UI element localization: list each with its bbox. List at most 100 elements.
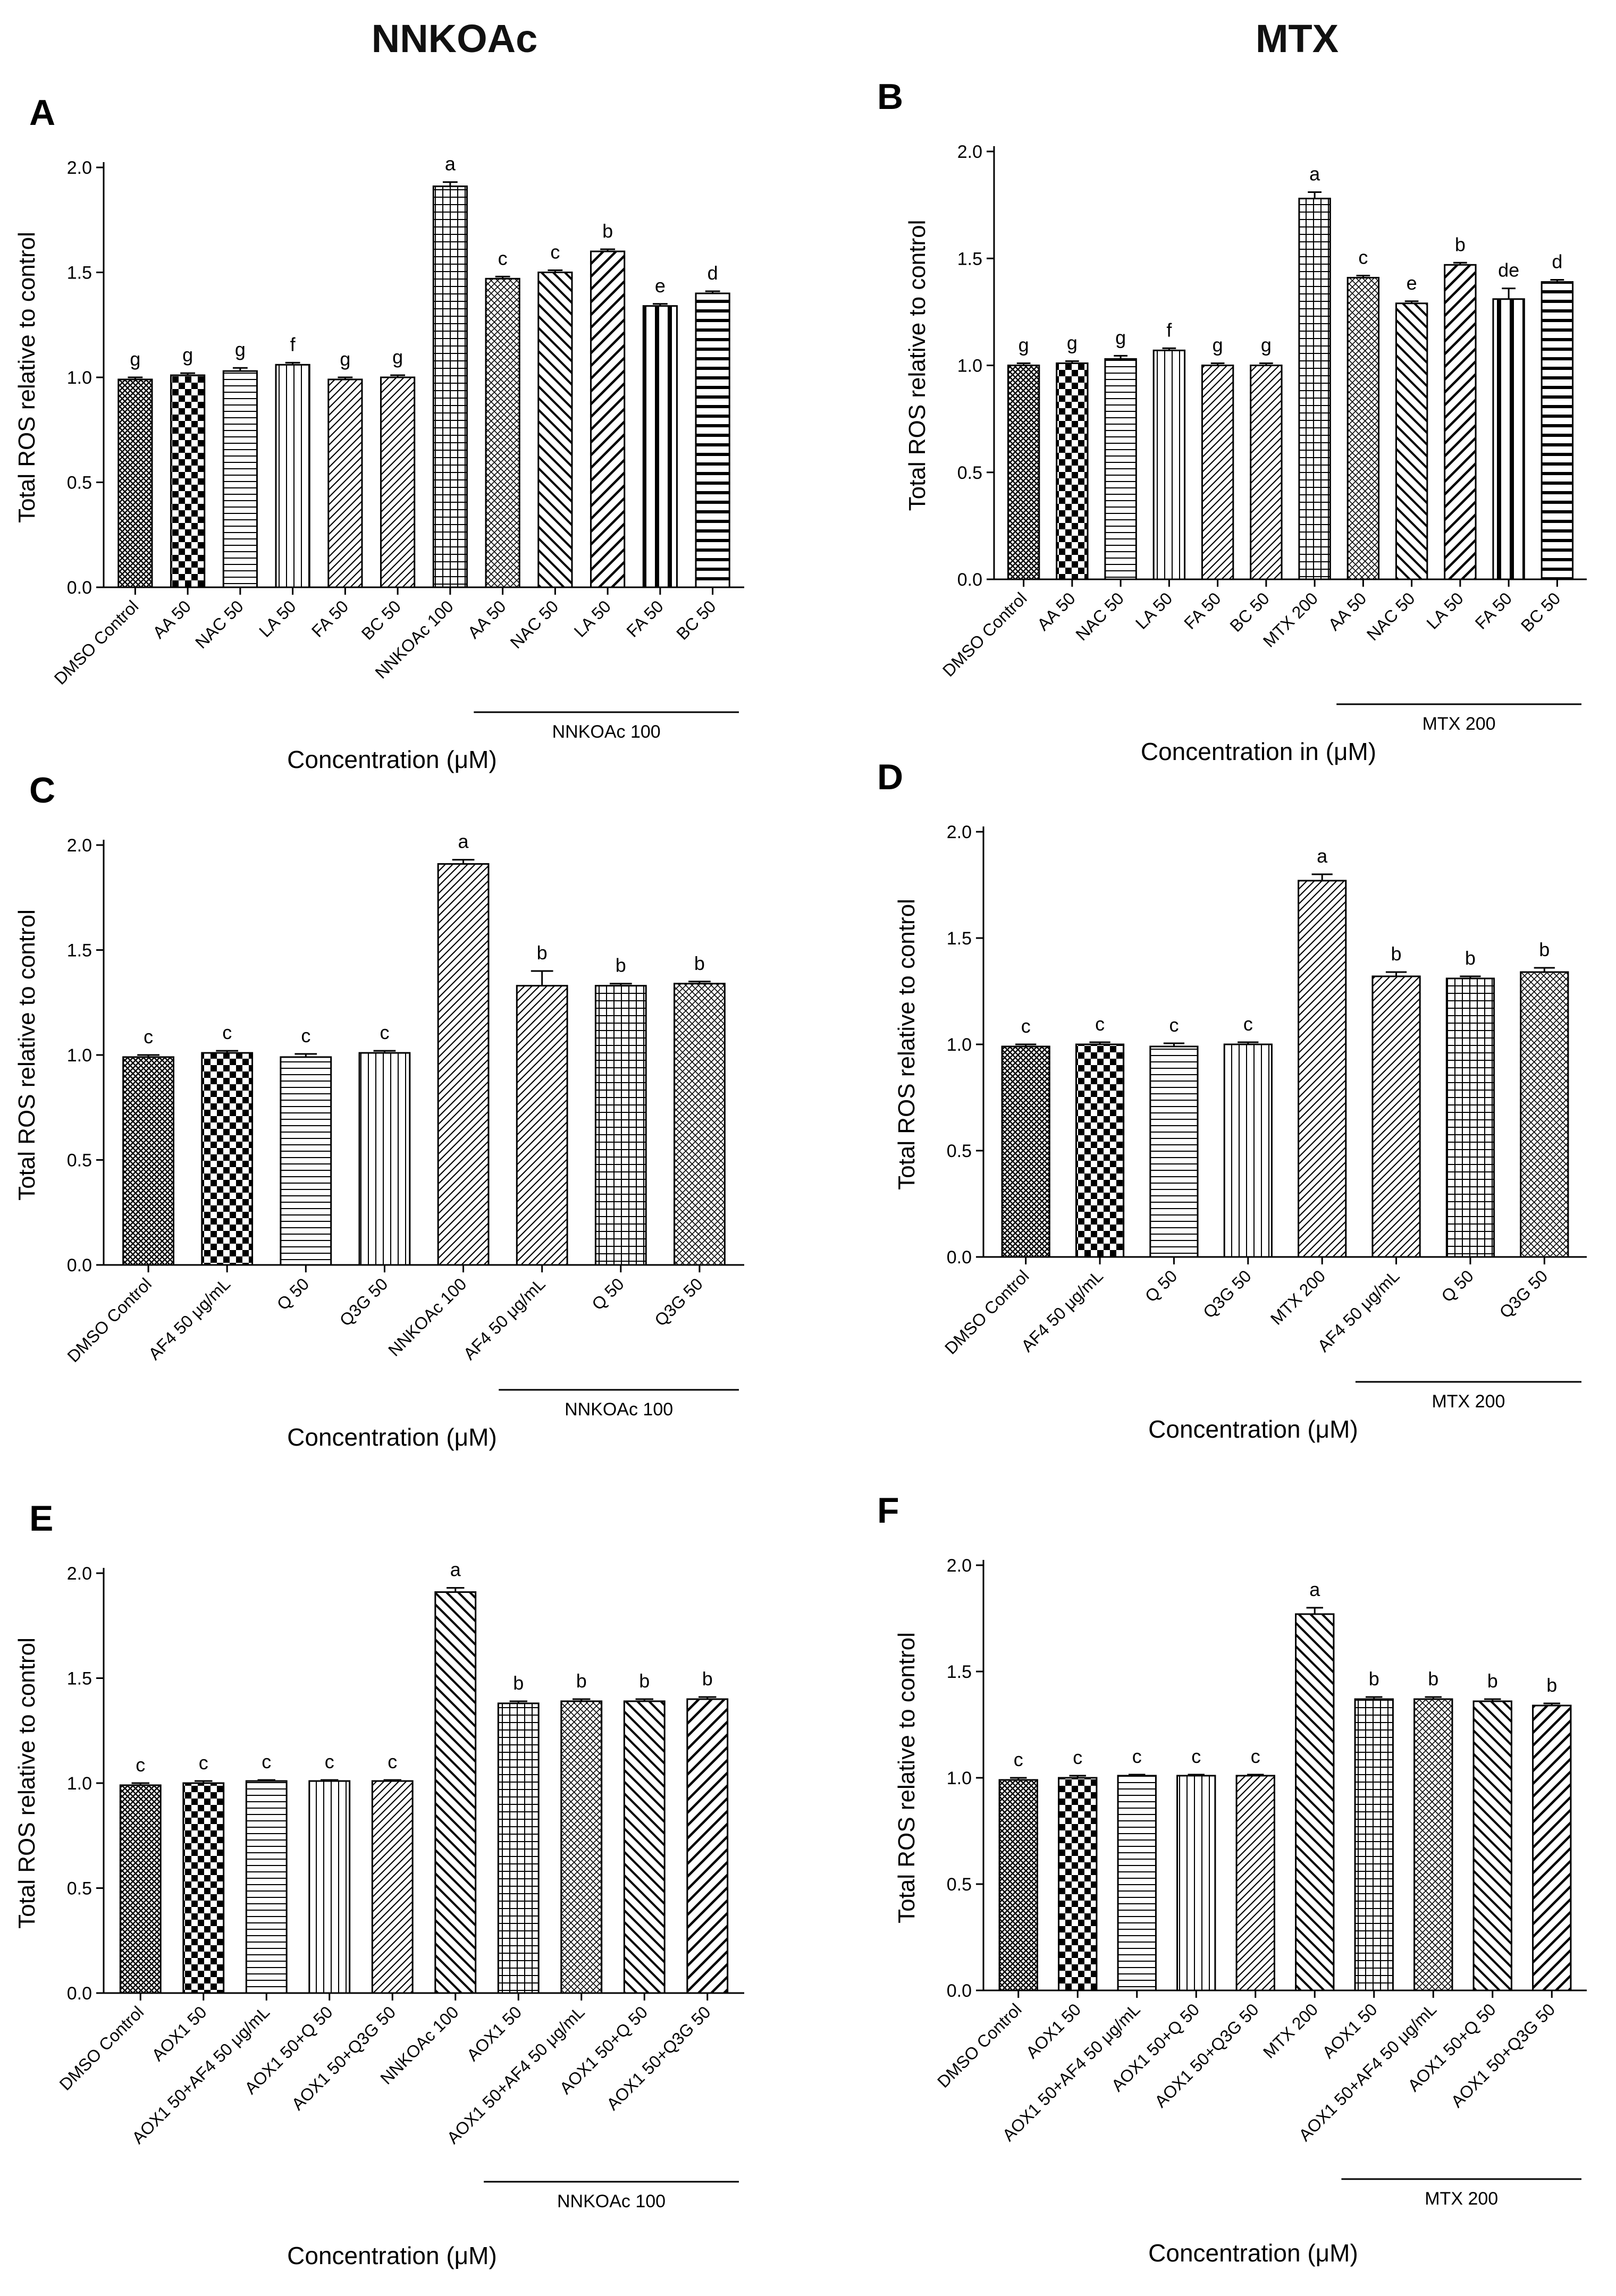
significance-label: b	[639, 1670, 650, 1692]
group-label: MTX 200	[1425, 2189, 1498, 2209]
significance-label: d	[1552, 251, 1562, 273]
bar	[642, 305, 678, 588]
significance-label: de	[1498, 259, 1519, 281]
bar	[686, 1698, 729, 1994]
significance-label: g	[340, 348, 350, 370]
group-label: NNKOAc 100	[557, 2191, 666, 2211]
x-tick-label: Q3G 50	[651, 1274, 706, 1330]
y-tick-label: 2.0	[67, 1564, 92, 1584]
significance-label: d	[708, 262, 718, 284]
charts-layer: A 0.0 0.5 1.0 1.5 2.0 Total ROS relative to co…	[14, 77, 1587, 2269]
x-tick-label: BC 50	[1226, 588, 1273, 635]
significance-label: c	[1132, 1745, 1142, 1767]
panel-letter: D	[877, 757, 903, 797]
group-label: NNKOAc 100	[552, 722, 661, 742]
significance-label: c	[136, 1754, 145, 1776]
y-tick-label: 0.0	[67, 578, 92, 598]
y-tick-label: 2.0	[957, 142, 982, 162]
y-tick-label: 1.0	[947, 1768, 972, 1788]
significance-label: b	[702, 1668, 713, 1690]
bar	[380, 376, 416, 588]
bar	[1520, 971, 1569, 1258]
significance-label: c	[550, 241, 560, 263]
bar	[485, 277, 520, 588]
x-tick-label: LA 50	[1423, 588, 1467, 632]
x-tick-label: Q3G 50	[1199, 1266, 1255, 1322]
x-tick-label: FA 50	[1180, 588, 1224, 632]
bar	[1007, 365, 1040, 580]
significance-label: b	[576, 1670, 587, 1692]
y-tick-label: 0.5	[67, 1151, 92, 1171]
x-tick-label: FA 50	[1471, 588, 1516, 632]
bar	[1541, 281, 1574, 580]
bar	[432, 185, 468, 588]
x-tick-label: AOX1 50	[148, 2002, 210, 2064]
bar	[674, 983, 726, 1266]
y-tick-label: 0.5	[67, 473, 92, 493]
significance-label: c	[325, 1751, 334, 1772]
significance-label: b	[537, 942, 548, 964]
significance-label: c	[1243, 1013, 1253, 1035]
bar	[327, 378, 363, 588]
significance-label: g	[130, 348, 140, 370]
bar	[516, 985, 568, 1266]
bar	[1346, 276, 1380, 580]
significance-label: b	[1369, 1668, 1379, 1690]
y-tick-label: 1.0	[947, 1035, 972, 1055]
significance-label: a	[450, 1559, 461, 1581]
significance-label: g	[1213, 334, 1223, 356]
bar	[1117, 1775, 1157, 1991]
group-label: MTX 200	[1423, 714, 1496, 734]
x-tick-label: BC 50	[672, 596, 719, 643]
significance-label: b	[513, 1672, 524, 1694]
y-axis-label: Total ROS relative to control	[904, 220, 930, 511]
bar	[1445, 977, 1495, 1258]
bar	[1104, 358, 1137, 580]
panel-letter: F	[877, 1490, 899, 1531]
y-tick-label: 2.0	[947, 822, 972, 842]
y-tick-label: 0.0	[67, 1983, 92, 2004]
significance-label: g	[1067, 332, 1078, 353]
x-tick-label: MTX 200	[1259, 1999, 1322, 2062]
x-tick-label: BC 50	[358, 596, 405, 643]
x-tick-label: NAC 50	[191, 596, 247, 652]
significance-label: c	[1014, 1749, 1023, 1770]
y-tick-label: 1.0	[67, 368, 92, 388]
x-tick-label: AOX1 50	[1318, 1999, 1381, 2062]
x-tick-label: AOX1 50+Q3G 50	[288, 2002, 399, 2114]
bar	[623, 1700, 666, 1994]
y-tick-label: 1.5	[67, 263, 92, 283]
significance-label: g	[1019, 334, 1029, 356]
bar	[170, 374, 206, 588]
significance-label: c	[380, 1022, 389, 1043]
significance-label: b	[1487, 1670, 1498, 1692]
significance-label: b	[616, 955, 626, 976]
y-tick-label: 0.0	[947, 1247, 972, 1268]
x-tick-label: Q 50	[1437, 1266, 1477, 1306]
bar	[1371, 975, 1421, 1258]
significance-label: b	[1539, 939, 1550, 960]
bar	[497, 1702, 540, 1994]
bar	[1223, 1043, 1273, 1258]
bar	[371, 1780, 414, 1994]
significance-label: b	[1428, 1668, 1438, 1690]
bar	[119, 1784, 162, 1994]
x-tick-label: LA 50	[570, 596, 615, 640]
significance-label: f	[1166, 319, 1172, 341]
bar	[275, 364, 310, 588]
panel-c: C 0.0 0.5 1.0 1.5 2.0 Total ROS relative to co…	[14, 770, 744, 1451]
bar	[1472, 1700, 1512, 1991]
bar	[1492, 298, 1525, 580]
bar	[1413, 1698, 1453, 1991]
bar	[1056, 362, 1089, 580]
panel-letter: C	[29, 770, 55, 811]
x-tick-label: Q 50	[588, 1274, 628, 1314]
bar	[1298, 198, 1331, 580]
x-tick-label: BC 50	[1517, 588, 1564, 635]
bar	[1152, 349, 1186, 580]
x-tick-label: DMSO Control	[933, 1999, 1025, 2091]
significance-label: a	[1309, 163, 1320, 184]
bar	[1395, 302, 1428, 580]
bar	[1201, 365, 1234, 580]
significance-label: b	[1455, 233, 1466, 255]
